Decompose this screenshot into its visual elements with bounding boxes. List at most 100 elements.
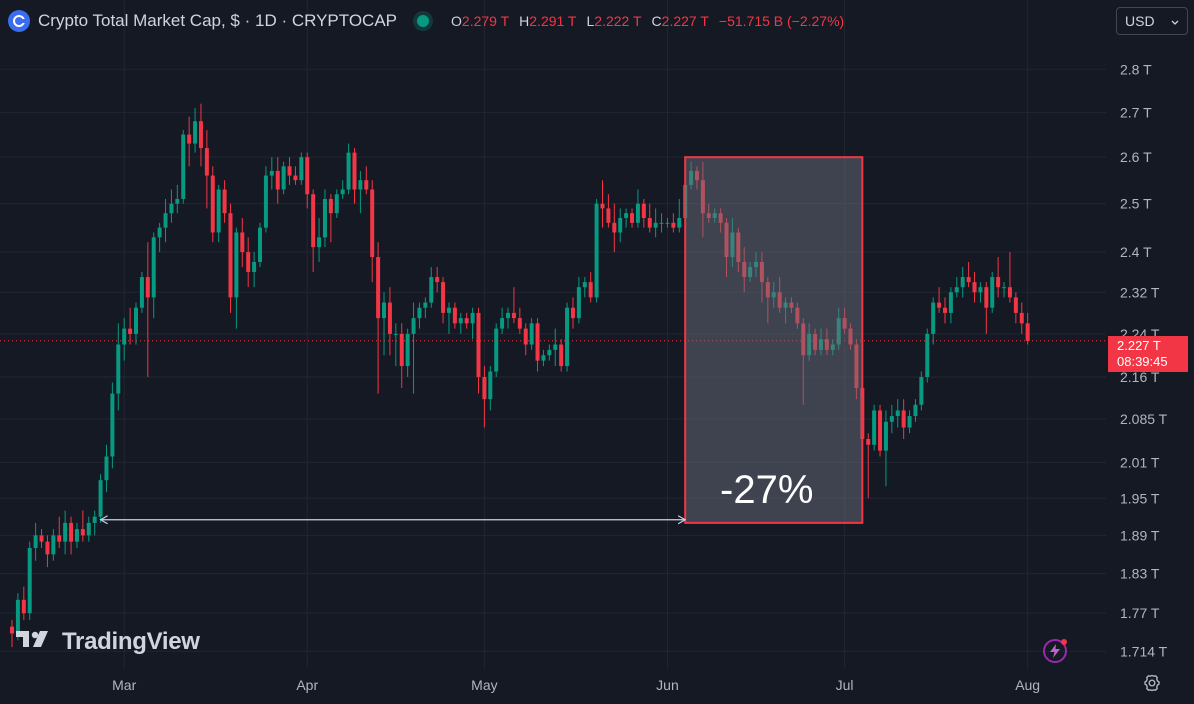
candle — [565, 302, 570, 372]
candle-body — [334, 194, 339, 214]
candle-body — [417, 307, 422, 319]
candle — [157, 222, 162, 253]
candle-body — [470, 312, 475, 324]
candle-body — [411, 318, 416, 334]
candle-body — [181, 134, 186, 199]
candle-body — [476, 312, 481, 378]
candle-body — [33, 535, 38, 548]
candle-body — [925, 333, 930, 378]
candle — [464, 312, 469, 329]
candle — [382, 292, 387, 356]
candle — [352, 148, 357, 204]
measure-arrow-left — [99, 515, 108, 525]
candle-body — [210, 175, 215, 233]
candle-body — [978, 287, 983, 293]
candle — [482, 366, 487, 428]
candle — [399, 323, 404, 389]
candle-body — [382, 302, 387, 319]
price-tick-label: 2.01 T — [1120, 454, 1160, 470]
candle-body — [305, 157, 310, 195]
candle — [653, 208, 658, 238]
time-tick-label: Jun — [656, 677, 679, 693]
candle-body — [907, 416, 912, 428]
chart-settings-button[interactable] — [1140, 673, 1164, 697]
candle — [86, 516, 91, 542]
candle — [334, 189, 339, 218]
price-tick-label: 2.085 T — [1120, 411, 1168, 427]
candle — [476, 307, 481, 394]
candle-body — [311, 194, 316, 248]
candle-body — [110, 393, 115, 457]
candle-body — [919, 377, 924, 405]
ohlc-close: C2.227 T — [651, 13, 709, 29]
grid-lines — [0, 0, 1106, 668]
candle-body — [269, 170, 274, 176]
candle-body — [618, 217, 623, 233]
candle-body — [511, 312, 516, 319]
candle-body — [346, 152, 351, 190]
candle-body — [21, 599, 26, 614]
candle — [612, 203, 617, 253]
candle-body — [606, 208, 611, 223]
symbol-title[interactable]: Crypto Total Market Cap, $ · 1D · CRYPTO… — [38, 11, 398, 30]
candle-body — [322, 198, 327, 238]
candle — [305, 152, 310, 209]
candle-body — [216, 189, 221, 233]
candle — [878, 404, 883, 457]
candle-body — [529, 323, 534, 345]
candle — [996, 257, 1001, 298]
candle-body — [45, 541, 50, 555]
candle-body — [895, 410, 900, 417]
candle — [69, 516, 74, 555]
candle — [387, 287, 392, 356]
candle-body — [612, 222, 617, 233]
ohlc-values: O2.279 T H2.291 T L2.222 T C2.227 T −51.… — [451, 13, 844, 29]
candle-body — [872, 410, 877, 445]
candle-body — [317, 237, 322, 248]
candle — [582, 277, 587, 298]
candle — [311, 189, 316, 273]
price-tick-label: 1.95 T — [1120, 490, 1160, 506]
candle — [594, 198, 599, 303]
candle-body — [671, 222, 676, 228]
candle-body — [547, 349, 552, 356]
candle-body — [157, 227, 162, 238]
time-axis[interactable]: Mar Apr May Jun Jul Aug — [112, 677, 1040, 693]
market-status-dot[interactable] — [417, 15, 430, 27]
tradingview-watermark[interactable]: TradingView — [16, 628, 200, 656]
candle-body — [600, 203, 605, 209]
candle-body — [169, 203, 174, 214]
candle — [972, 272, 977, 303]
candle-body — [122, 328, 127, 345]
candle-body — [222, 189, 227, 214]
last-price-value: 2.227 T — [1117, 338, 1161, 353]
candle-body — [69, 522, 74, 542]
price-tick-label: 1.714 T — [1120, 643, 1168, 659]
candle-body — [27, 547, 32, 614]
candle — [948, 287, 953, 324]
candle — [10, 619, 14, 648]
price-tick-label: 2.7 T — [1120, 104, 1152, 120]
currency-select[interactable]: USD — [1116, 7, 1188, 35]
price-tick-label: 2.5 T — [1120, 196, 1152, 212]
candle — [57, 516, 62, 548]
measure-arrow-right — [677, 515, 687, 525]
candle — [506, 307, 511, 329]
price-tick-label: 1.77 T — [1120, 605, 1160, 621]
candle — [358, 170, 363, 214]
drawdown-box — [684, 156, 864, 524]
lightning-button[interactable] — [1040, 638, 1070, 668]
candle — [1025, 312, 1030, 345]
candle — [98, 474, 103, 523]
watermark-text: TradingView — [62, 628, 200, 655]
candle — [907, 410, 912, 434]
candle-body — [39, 535, 44, 542]
candle-body — [588, 282, 593, 298]
candle — [393, 323, 398, 367]
candle — [671, 213, 676, 233]
candle — [234, 227, 239, 329]
candle — [937, 287, 942, 313]
candle-body — [677, 217, 682, 228]
candle-body — [494, 328, 499, 372]
